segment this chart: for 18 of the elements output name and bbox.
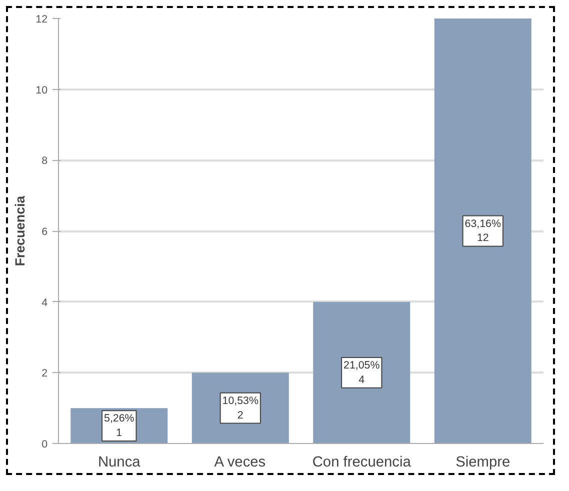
x-tick-label: Siempre <box>456 454 510 470</box>
y-tick-label: 6 <box>42 226 48 238</box>
bar <box>313 302 410 444</box>
data-label: 5,26% 1 <box>104 412 135 439</box>
y-tick-label: 8 <box>42 155 48 168</box>
data-label: 10,53% 2 <box>222 394 259 422</box>
y-tick-label: 0 <box>42 438 48 450</box>
data-label: 63,16% 12 <box>464 218 502 244</box>
y-tick-label: 10 <box>36 84 48 96</box>
y-axis-title: Frecuencia <box>12 195 28 266</box>
x-tick-label: Con frecuencia <box>312 454 412 470</box>
x-tick-label: A veces <box>214 454 266 470</box>
y-tick-label: 4 <box>42 296 48 309</box>
x-tick-label: Nunca <box>98 454 142 470</box>
y-tick-label: 12 <box>36 14 48 26</box>
bar <box>434 18 532 444</box>
y-tick-label: 2 <box>42 368 48 380</box>
data-label: 21,05% 4 <box>344 359 380 386</box>
